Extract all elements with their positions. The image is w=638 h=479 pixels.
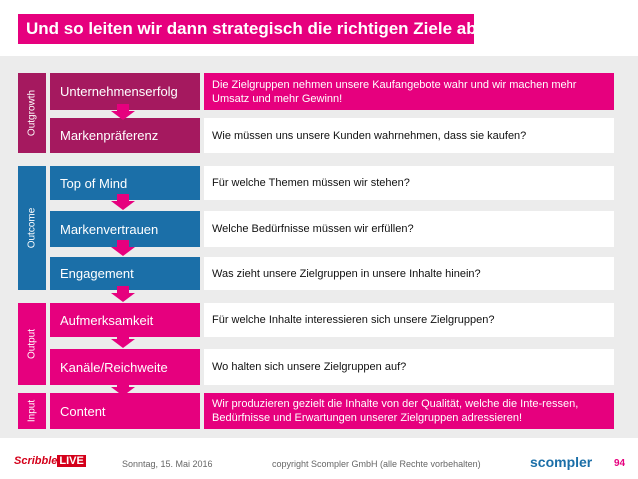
section-output-label: Output (26, 328, 38, 360)
row-question-engagement: Was zieht unsere Zielgruppen in unsere I… (204, 257, 614, 290)
down-arrow-icon (111, 286, 135, 302)
row-label-unternehmenserfolg: Unternehmenserfolg (50, 73, 200, 110)
scribble-live-logo: Scribble LIVE (14, 455, 86, 467)
row-question-content: Wir produzieren gezielt die Inhalte von … (204, 393, 614, 429)
section-input-label: Input (26, 399, 38, 423)
row-label-markenpraeferenz: Markenpräferenz (50, 118, 200, 153)
live-badge: LIVE (57, 455, 86, 467)
row-question-markenpraeferenz: Wie müssen uns unsere Kunden wahrnehmen,… (204, 118, 614, 153)
slide-title: Und so leiten wir dann strategisch die r… (18, 14, 482, 44)
scribble-logo-text: Scribble (14, 455, 58, 467)
row-label-kanaele-reichweite: Kanäle/Reichweite (50, 349, 200, 385)
footer-copyright: copyright Scompler GmbH (alle Rechte vor… (272, 459, 481, 469)
row-label-aufmerksamkeit: Aufmerksamkeit (50, 303, 200, 337)
section-outgrowth: Outgrowth (18, 73, 46, 153)
down-arrow-icon (111, 240, 135, 256)
row-question-kanaele-reichweite: Wo halten sich unsere Zielgruppen auf? (204, 349, 614, 385)
down-arrow-icon (111, 194, 135, 210)
section-outgrowth-label: Outgrowth (26, 89, 38, 137)
section-outcome: Outcome (18, 166, 46, 290)
row-question-top-of-mind: Für welche Themen müssen wir stehen? (204, 166, 614, 200)
footer-date: Sonntag, 15. Mai 2016 (122, 459, 213, 469)
row-label-content: Content (50, 393, 200, 429)
section-input: Input (18, 393, 46, 429)
row-question-aufmerksamkeit: Für welche Inhalte interessieren sich un… (204, 303, 614, 337)
row-label-markenvertrauen: Markenvertrauen (50, 211, 200, 247)
row-question-markenvertrauen: Welche Bedürfnisse müssen wir erfüllen? (204, 211, 614, 247)
down-arrow-icon (111, 104, 135, 120)
section-outcome-label: Outcome (26, 207, 38, 249)
scompler-logo: scompler (530, 454, 593, 470)
page-number: 94 (614, 458, 626, 469)
down-arrow-icon (111, 380, 135, 396)
row-label-engagement: Engagement (50, 257, 200, 290)
down-arrow-icon (111, 332, 135, 348)
section-output: Output (18, 303, 46, 385)
row-question-unternehmenserfolg: Die Zielgruppen nehmen unsere Kaufangebo… (204, 73, 614, 110)
